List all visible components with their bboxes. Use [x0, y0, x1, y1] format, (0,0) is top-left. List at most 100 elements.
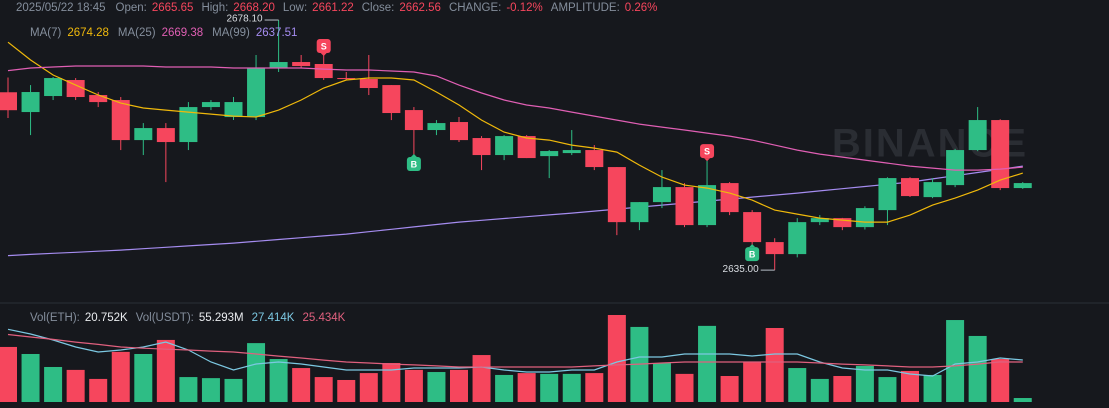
- candle-body: [1013, 183, 1032, 189]
- candle-body: [923, 182, 942, 198]
- ma-line: [7, 165, 1023, 257]
- vol-value: 20.752K: [85, 312, 128, 324]
- volume-bar: [855, 365, 874, 402]
- volume-bar: [833, 376, 852, 402]
- volume-bar: [991, 359, 1010, 402]
- volume-bar: [540, 373, 559, 402]
- volume-bar: [472, 355, 491, 402]
- volume-bar: [156, 339, 175, 402]
- info-value: 2662.56: [399, 2, 441, 14]
- volume-bar: [1013, 398, 1032, 402]
- volume-bar: [720, 376, 739, 402]
- candle-body: [472, 138, 491, 156]
- trade-marker: B: [745, 244, 760, 262]
- trade-pointer: [410, 154, 417, 158]
- candle-body: [495, 136, 514, 156]
- candle-body: [878, 178, 897, 211]
- candle-body: [607, 167, 626, 223]
- trade-badge: [745, 247, 760, 262]
- volume-bar: [44, 366, 63, 402]
- volume-bar: [562, 373, 581, 402]
- legend-value: 2669.38: [162, 27, 204, 39]
- trade-label: B: [411, 159, 418, 169]
- volume-bar: [652, 363, 671, 402]
- extreme-label: 2678.10: [226, 14, 263, 25]
- legend-value: 2674.28: [67, 27, 109, 39]
- volume-bar: [314, 377, 333, 402]
- candle-body: [991, 120, 1010, 189]
- info-label: High:: [201, 2, 228, 14]
- candle-body: [743, 212, 762, 243]
- volume-bar: [134, 353, 153, 402]
- candle-body: [382, 85, 401, 114]
- ma-line: [7, 41, 1023, 223]
- candle-body: [450, 122, 468, 141]
- candle-body: [314, 64, 333, 79]
- vol-ma-value: 27.414K: [252, 312, 295, 324]
- info-label: Open:: [116, 2, 147, 14]
- candle-body: [179, 107, 198, 143]
- info-value: 2665.65: [152, 2, 194, 14]
- volume-bar: [201, 378, 220, 402]
- volume-bar: [607, 314, 626, 402]
- volume-bar: [179, 377, 198, 402]
- info-value: 2661.22: [312, 2, 354, 14]
- trade-marker: S: [700, 144, 715, 162]
- candle-body: [901, 178, 919, 197]
- candle-body: [585, 150, 604, 168]
- volume-bar: [585, 373, 604, 402]
- candle-body: [833, 218, 852, 228]
- datetime: 2025/05/22 18:45: [16, 2, 106, 14]
- volume-bar: [337, 379, 356, 402]
- candle-body: [968, 120, 987, 151]
- vol-ma-value: 25.434K: [302, 312, 345, 324]
- candle-body: [788, 222, 807, 255]
- volume-bar: [946, 320, 965, 402]
- volume-bar: [765, 327, 784, 402]
- candle-body: [698, 185, 717, 226]
- candle-body: [89, 95, 108, 103]
- trade-badge: [700, 144, 715, 159]
- candle-body: [562, 150, 581, 154]
- volume-bar: [923, 374, 942, 402]
- candle-body: [810, 218, 829, 223]
- extreme-label: 2635.00: [723, 264, 760, 275]
- trade-badge: [406, 157, 421, 172]
- candle-body: [292, 62, 311, 67]
- volume-bar: [427, 372, 446, 402]
- candle-body: [134, 128, 153, 141]
- volume-bar: [810, 378, 829, 402]
- candle-body: [855, 208, 874, 228]
- trade-marker: S: [316, 39, 331, 57]
- candle-body: [404, 110, 423, 131]
- trade-pointer: [704, 158, 711, 162]
- volume-bar: [66, 369, 85, 402]
- trade-label: S: [704, 146, 710, 156]
- vol-label: Vol(ETH):: [30, 312, 80, 324]
- volume-bar: [247, 343, 266, 402]
- ma-line: [7, 65, 1023, 171]
- info-value: 0.26%: [625, 2, 658, 14]
- candle-body: [652, 187, 671, 203]
- vol-label: Vol(USDT):: [136, 312, 194, 324]
- candle-body: [44, 78, 63, 97]
- candle-body: [269, 62, 288, 69]
- volume-bar: [968, 335, 987, 402]
- candle-body: [720, 183, 739, 213]
- volume-bar: [224, 378, 243, 402]
- trade-marker: B: [406, 154, 421, 172]
- volume-bar: [0, 346, 17, 402]
- candle-body: [517, 136, 536, 159]
- trade-label: B: [749, 249, 756, 259]
- volume-bar: [21, 353, 40, 402]
- volume-bar: [404, 369, 423, 402]
- volume-bar: [89, 378, 108, 402]
- volume-bar: [878, 377, 897, 402]
- info-label: AMPLITUDE:: [551, 2, 620, 14]
- candle-body: [21, 92, 40, 113]
- volume-bar: [111, 351, 130, 402]
- trade-label: S: [321, 41, 327, 51]
- volume-ma-line: [7, 328, 1023, 377]
